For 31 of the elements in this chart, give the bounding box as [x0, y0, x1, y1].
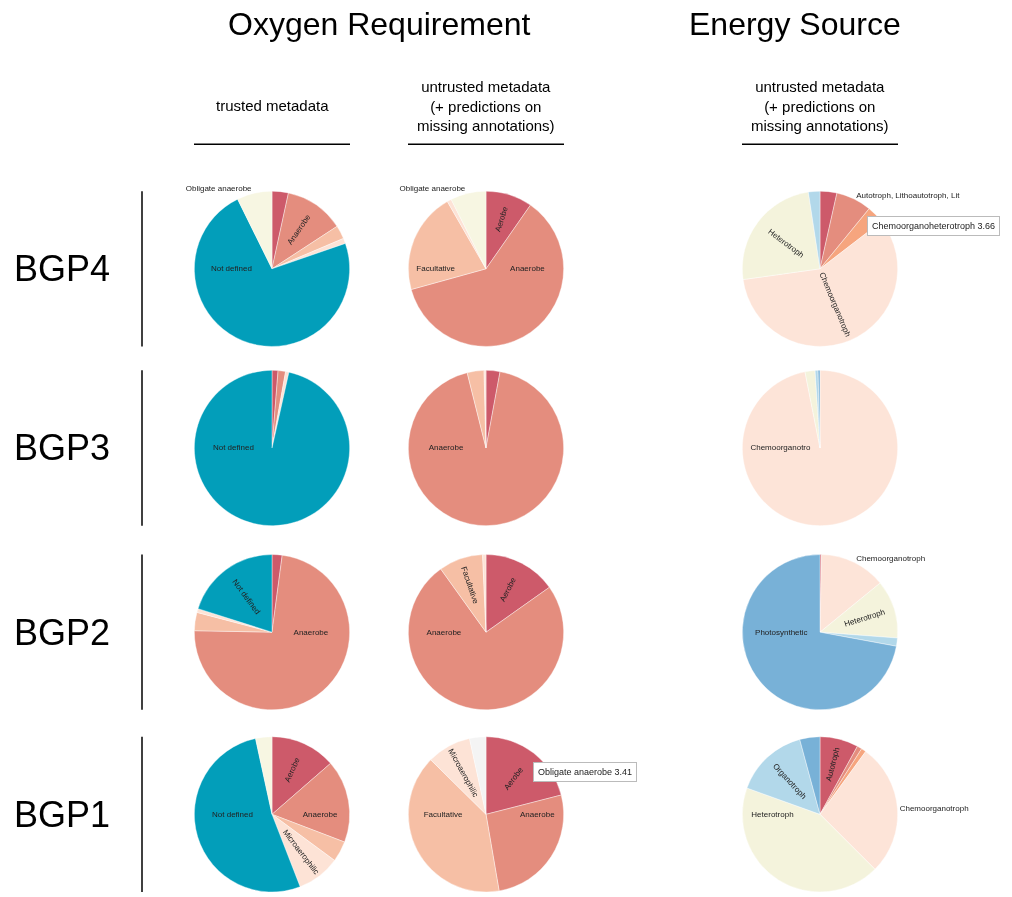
chart-subtitle: untrusted metadata (+ predictions on missing annotations) [417, 78, 555, 134]
slice-label: Anaerobe [293, 627, 329, 637]
slice-label: Heterotroph [751, 809, 794, 819]
slice-label: Aerobe [493, 205, 510, 233]
slice-label: Photosynthetic [755, 627, 808, 637]
text: Obligate anaerobe 3.41 [538, 767, 633, 777]
slice-label: Anaerobe [302, 809, 338, 819]
slice-label: Anaerobe [428, 443, 464, 453]
text: BGP3 [14, 427, 111, 468]
slice-label: Not defined [212, 443, 254, 453]
text: BGP1 [14, 794, 111, 835]
slice-label: Facultative [416, 264, 456, 274]
chart-subtitle: untrusted metadata (+ predictions on missing annotations) [751, 78, 889, 134]
slice-label: Chemoorganotro [750, 443, 812, 453]
text: BGP4 [14, 248, 111, 289]
chart-title: Energy Source [689, 6, 901, 42]
slice-label: Chemoorganotroph [899, 803, 969, 813]
text: Chemoorganoheterotroph 3.66 [872, 221, 996, 231]
chart-title: Oxygen Requirement [228, 6, 531, 42]
slice-label: Autotroph, Lithoautotroph, Lit [856, 190, 961, 200]
slice-label: Not defined [210, 264, 252, 274]
slice-label: Anaerobe [519, 809, 556, 819]
slice-label: Anaerobe [510, 264, 546, 274]
slice-label: Not defined [212, 809, 253, 819]
slice-label: Obligate anaerobe [185, 184, 253, 194]
slice-label: Obligate anaerobe [399, 184, 466, 194]
slice-label: Chemoorganotroph [856, 554, 926, 564]
slice-label: Anaerobe [426, 627, 462, 637]
text: BGP2 [14, 612, 111, 653]
slice-label: Facultative [423, 809, 463, 819]
chart-subtitle: trusted metadata [216, 97, 330, 114]
